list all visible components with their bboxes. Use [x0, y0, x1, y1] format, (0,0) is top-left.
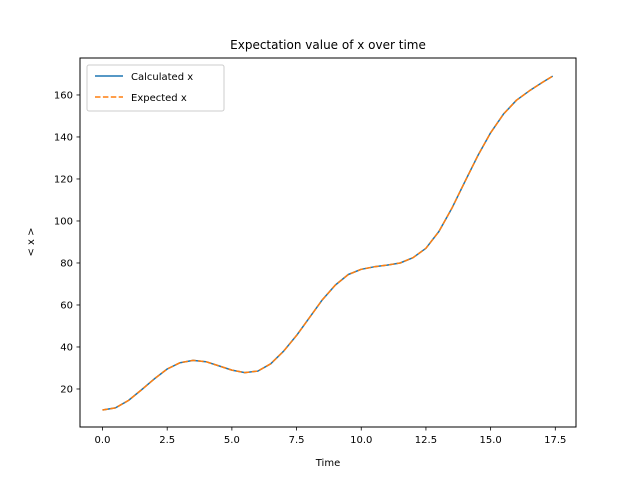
x-tick-label: 7.5	[289, 435, 305, 446]
x-tick-label: 12.5	[415, 435, 437, 446]
y-tick-label: 160	[54, 90, 73, 101]
y-tick-label: 80	[60, 258, 73, 269]
y-tick-label: 100	[54, 216, 73, 227]
legend-label-calculated: Calculated x	[131, 72, 193, 83]
series-line-calculated-x	[102, 75, 554, 411]
plot-area	[102, 75, 554, 411]
x-tick-label: 0.0	[95, 435, 111, 446]
series-line-expected-x	[102, 75, 554, 411]
x-axis-title: Time	[315, 458, 340, 469]
y-tick-label: 120	[54, 174, 73, 185]
legend-label-expected: Expected x	[131, 93, 187, 104]
x-tick-label: 15.0	[479, 435, 501, 446]
plot-frame	[79, 57, 577, 428]
y-axis-title: < x >	[26, 227, 37, 256]
x-tick-label: 17.5	[544, 435, 566, 446]
x-axis: 0.0 2.5 5.0 7.5 10.0 12.5 15.0 17.5	[95, 427, 566, 446]
chart-title: Expectation value of x over time	[230, 38, 426, 52]
y-axis: 20 40 60 80 100 120 140 160	[54, 90, 80, 395]
legend: Calculated x Expected x	[86, 64, 225, 112]
y-tick-label: 20	[60, 384, 73, 395]
x-tick-label: 10.0	[350, 435, 372, 446]
x-tick-label: 2.5	[159, 435, 175, 446]
y-tick-label: 140	[54, 132, 73, 143]
y-tick-label: 60	[60, 300, 73, 311]
x-tick-label: 5.0	[224, 435, 240, 446]
y-tick-label: 40	[60, 342, 73, 353]
